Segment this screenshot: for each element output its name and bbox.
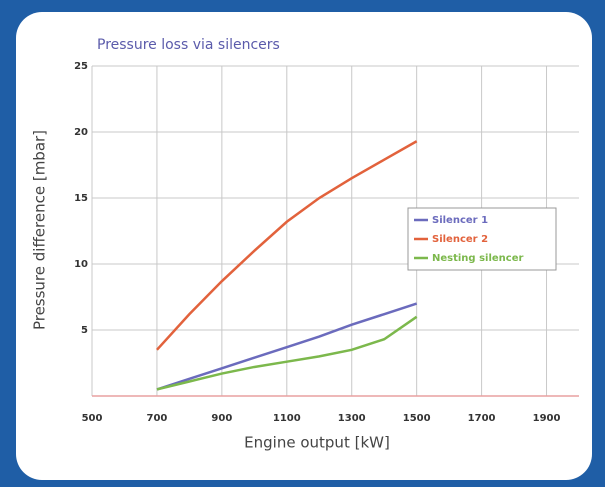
line xyxy=(156,315,418,391)
x-tick-label: 500 xyxy=(82,413,103,424)
x-tick-label: 1100 xyxy=(273,413,301,424)
x-tick-label: 1900 xyxy=(533,413,561,424)
x-tick-label: 1700 xyxy=(468,413,496,424)
y-tick-label: 15 xyxy=(74,193,88,204)
chart-title: Pressure loss via silencers xyxy=(97,37,280,53)
y-tick-label: 25 xyxy=(74,61,88,72)
x-tick-label: 700 xyxy=(146,413,167,424)
legend-box xyxy=(407,207,557,271)
y-tick-label: 5 xyxy=(81,325,88,336)
x-axis-title: Engine output [kW] xyxy=(244,434,390,452)
line xyxy=(156,302,418,391)
y-tick-label: 20 xyxy=(74,127,88,138)
legend-label: Silencer 1 xyxy=(432,215,488,226)
legend-label: Silencer 2 xyxy=(432,234,488,245)
legend-label: Nesting silencer xyxy=(432,253,523,264)
y-axis-title: Pressure difference [mbar] xyxy=(31,130,49,330)
x-tick-label: 900 xyxy=(211,413,232,424)
y-tick-label: 10 xyxy=(74,259,88,270)
x-tick-label: 1300 xyxy=(338,413,366,424)
line xyxy=(156,140,418,351)
x-tick-label: 1500 xyxy=(403,413,431,424)
